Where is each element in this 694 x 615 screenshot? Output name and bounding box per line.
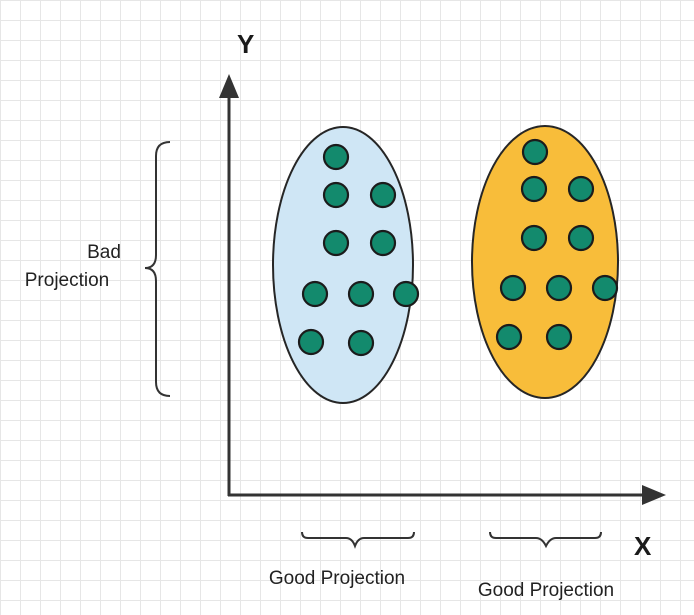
orange-cluster-points (495, 138, 619, 351)
data-point (392, 280, 420, 308)
data-point (520, 175, 548, 203)
data-point (567, 175, 595, 203)
y-axis-label: Y (237, 29, 254, 59)
bad-projection-label-line2: Projection (25, 270, 110, 291)
data-point (347, 329, 375, 357)
blue-cluster (272, 126, 414, 404)
data-point (545, 274, 573, 302)
data-point (369, 181, 397, 209)
data-point (301, 280, 329, 308)
data-point (521, 138, 549, 166)
horizontal-brace-left (301, 531, 415, 549)
bad-projection-label-line1: Bad (87, 242, 121, 263)
data-point (369, 229, 397, 257)
x-axis-label: X (634, 531, 652, 561)
y-axis-arrowhead (219, 74, 239, 98)
data-point (297, 328, 325, 356)
good-projection-label-left: Good Projection (269, 568, 405, 589)
data-point (591, 274, 619, 302)
orange-cluster (471, 125, 619, 399)
good-projection-label-right: Good Projection (478, 580, 614, 601)
data-point (322, 143, 350, 171)
blue-cluster-points (297, 143, 420, 357)
data-point (347, 280, 375, 308)
data-point (322, 181, 350, 209)
data-point (545, 323, 573, 351)
data-point (520, 224, 548, 252)
horizontal-brace-right (489, 531, 602, 549)
x-axis-arrowhead (642, 485, 666, 505)
data-point (567, 224, 595, 252)
vertical-brace (144, 141, 171, 397)
data-point (322, 229, 350, 257)
data-point (495, 323, 523, 351)
data-point (499, 274, 527, 302)
